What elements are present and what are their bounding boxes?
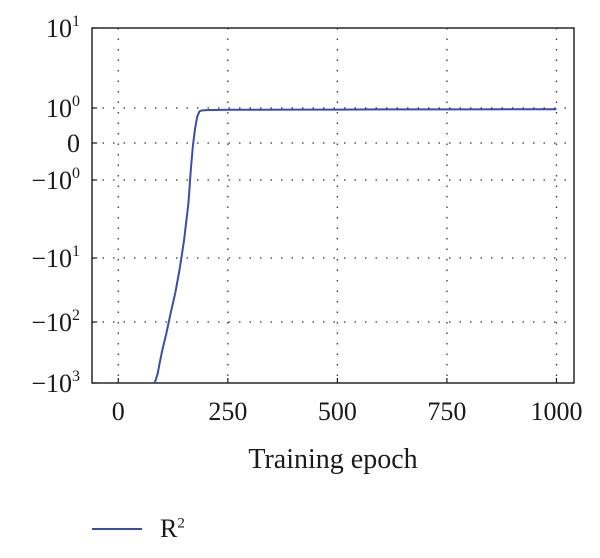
y-tick-label: −100 (31, 165, 80, 195)
x-axis-title: Training epoch (248, 444, 417, 475)
x-tick-label: 750 (427, 397, 466, 426)
y-tick-label: 101 (46, 13, 80, 43)
x-tick-label: 1000 (530, 397, 582, 426)
x-axis-ticks: 0 250 500 750 1000 (112, 378, 582, 426)
grid-lines (92, 28, 574, 383)
y-tick-label: −101 (31, 243, 80, 273)
x-tick-label: 250 (208, 397, 247, 426)
legend-series-sup: 2 (177, 515, 185, 532)
x-tick-label: 0 (112, 397, 125, 426)
y-tick-label: −102 (31, 307, 80, 337)
legend: R2 (92, 512, 185, 546)
y-axis-ticks: 101 100 0 −100 −101 −102 −103 (31, 13, 97, 398)
y-tick-label: −103 (31, 368, 80, 398)
y-tick-label: 0 (67, 129, 80, 158)
legend-swatch (92, 528, 142, 530)
plot-area-frame (91, 27, 575, 384)
x-tick-label: 500 (318, 397, 357, 426)
legend-series-name: R (160, 514, 178, 543)
series-line-r2 (153, 108, 557, 384)
y-tick-label: 100 (46, 93, 80, 123)
legend-label: R2 (160, 514, 185, 544)
series-layer (153, 108, 557, 384)
